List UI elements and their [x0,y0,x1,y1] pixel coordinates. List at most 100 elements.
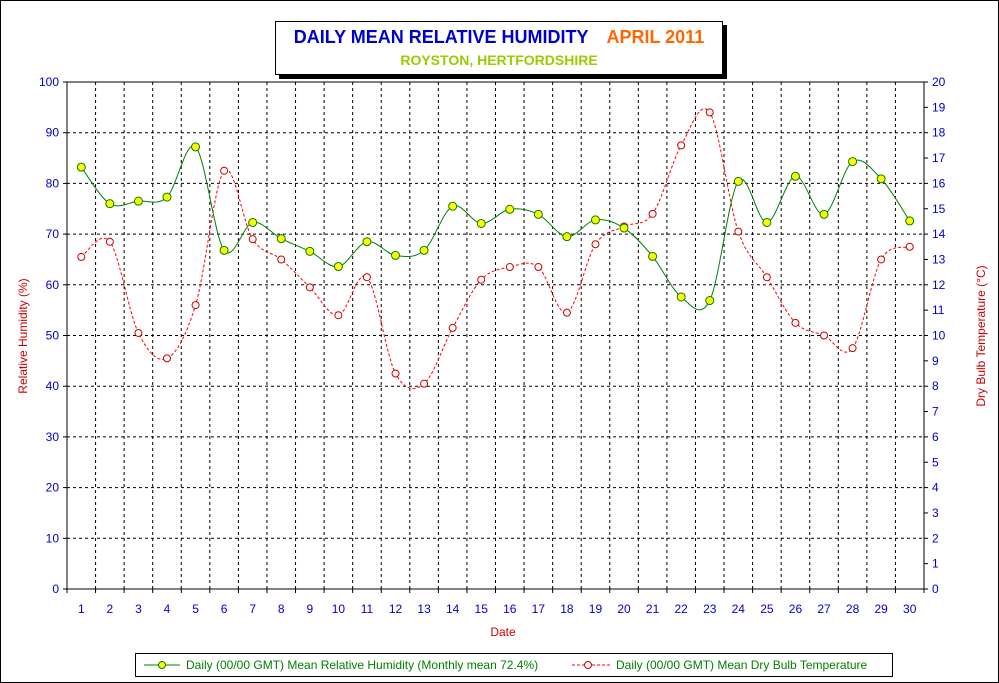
x-axis-title: Date [490,625,516,639]
temperature-point [877,255,886,264]
humidity-point [505,204,515,214]
y-tick-label-left: 100 [39,75,59,89]
y-tick-label-right: 11 [932,303,945,317]
chart-title-box: DAILY MEAN RELATIVE HUMIDITY APRIL 2011 R… [275,21,723,75]
temperature-point [791,318,800,327]
y-tick-label-right: 10 [932,329,946,343]
temperature-point [105,237,114,246]
humidity-point [162,192,172,202]
left-axis-tick-labels: 0 10 20 30 40 50 60 70 80 90 100 [39,75,59,596]
x-tick-label: 17 [532,602,546,616]
y-tick-label-left: 90 [46,126,60,140]
legend-label-temperature: Daily (00/00 GMT) Mean Dry Bulb Temperat… [616,658,868,672]
humidity-point [790,171,800,181]
x-tick-label: 11 [361,602,374,616]
x-tick-label: 21 [646,602,660,616]
x-tick-label: 8 [278,602,285,616]
humidity-point [762,217,772,227]
temperature-point [448,323,457,332]
humidity-point [276,234,286,244]
humidity-point [76,162,86,172]
temperature-point [705,108,714,117]
y-tick-label-right: 2 [932,531,939,545]
x-tick-label: 30 [903,602,917,616]
y-tick-label-left: 50 [46,329,60,343]
temperature-point [477,275,486,284]
x-tick-label: 5 [192,602,199,616]
y-tick-label-right: 19 [932,100,946,114]
humidity-point [819,209,829,219]
temperature-point [734,227,743,236]
x-tick-label: 27 [817,602,831,616]
y-tick-label-left: 80 [46,176,60,190]
temperature-point [134,328,143,337]
y-tick-label-left: 20 [46,481,60,495]
humidity-point [191,142,201,152]
y-tick-label-left: 10 [46,531,60,545]
humidity-point [305,246,315,256]
y-tick-label-right: 0 [932,582,939,596]
series-temperature [77,108,914,389]
x-tick-label: 13 [417,602,431,616]
humidity-point [419,245,429,255]
humidity-point [476,218,486,228]
humidity-point [391,250,401,260]
humidity-point [533,209,543,219]
legend-label-humidity: Daily (00/00 GMT) Mean Relative Humidity… [186,658,539,672]
humidity-point [133,196,143,206]
temperature-point [420,379,429,388]
y-tick-label-right: 9 [932,354,939,368]
y-tick-label-right: 3 [932,506,939,520]
y-tick-label-right: 6 [932,430,939,444]
y-axis-title-left: Relative Humidity (%) [16,278,30,394]
temperature-point [220,166,229,175]
temperature-point [505,263,514,272]
humidity-point [562,232,572,242]
x-tick-label: 24 [732,602,746,616]
y-tick-label-right: 4 [932,481,939,495]
humidity-point [333,262,343,272]
x-tick-label: 15 [475,602,489,616]
x-tick-label: 10 [332,602,346,616]
temperature-point [591,240,600,249]
y-tick-label-right: 17 [932,151,946,165]
legend-item-temperature: Daily (00/00 GMT) Mean Dry Bulb Temperat… [570,654,890,676]
x-tick-label: 26 [789,602,803,616]
x-tick-label: 4 [164,602,171,616]
y-tick-label-right: 5 [932,455,939,469]
grid [67,82,924,589]
x-tick-label: 29 [874,602,888,616]
x-tick-label: 12 [389,602,403,616]
temperature-point [534,263,543,272]
y-tick-label-right: 20 [932,75,946,89]
humidity-point [648,251,658,261]
legend-swatch-temperature [572,661,612,669]
y-tick-label-right: 14 [932,227,946,241]
chart-title: DAILY MEAN RELATIVE HUMIDITY APRIL 2011 [276,26,722,48]
temperature-point [677,141,686,150]
y-tick-label-right: 1 [932,557,939,571]
x-tick-label: 25 [760,602,774,616]
x-tick-label: 20 [617,602,631,616]
x-tick-label: 9 [306,602,313,616]
temperature-point [77,252,86,261]
temperature-point [648,209,657,218]
temperature-point [162,354,171,363]
y-tick-label-left: 60 [46,278,60,292]
humidity-point [876,174,886,184]
humidity-point [619,223,629,233]
temperature-point [334,311,343,320]
temperature-point [248,235,257,244]
humidity-point [248,217,258,227]
x-tick-label: 16 [503,602,517,616]
x-tick-label: 18 [560,602,574,616]
humidity-point [676,292,686,302]
temperature-point [191,301,200,310]
humidity-point [905,216,915,226]
x-tick-label: 7 [249,602,256,616]
humidity-point [705,296,715,306]
temperature-point [391,369,400,378]
y-tick-label-left: 30 [46,430,60,444]
y-tick-label-left: 70 [46,227,60,241]
